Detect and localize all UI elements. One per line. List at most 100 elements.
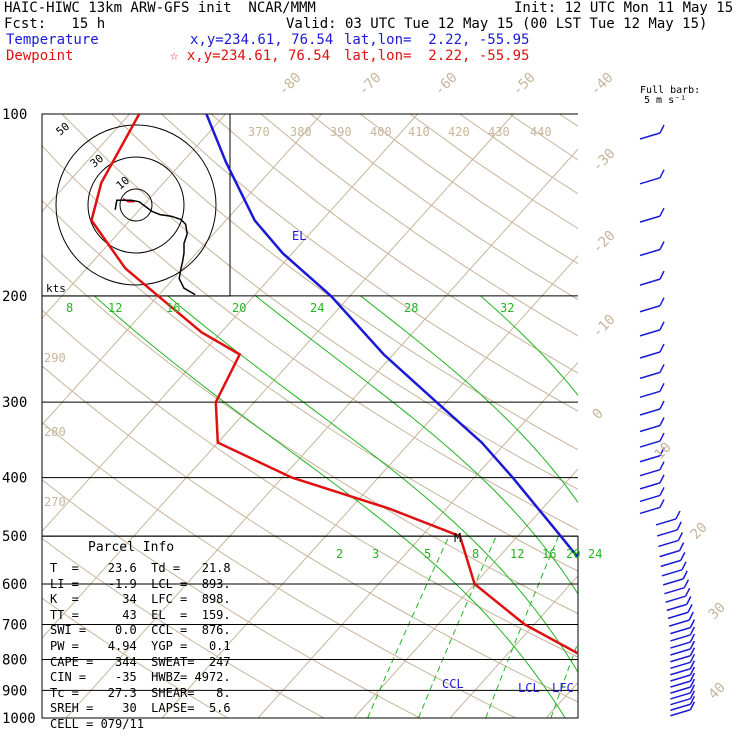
mixing-ratio-label: 8 [472,547,479,561]
hodograph-frame [41,113,231,297]
wind-barb [659,447,665,457]
level-annotation: M [454,531,461,545]
wind-barb [670,634,691,642]
wind-barb [660,559,682,568]
dry-adiabat-line [260,114,578,337]
dewpoint-legend-label: Dewpoint [6,48,74,64]
wind-barb [662,578,684,586]
parcel-info-row: T = 23.6 Td = 21.8 [50,561,231,575]
isotherm-tick-label: -40 [588,70,617,99]
parcel-info-row: SREH = 30 LAPSE= 5.6 [50,701,231,716]
hodograph-ring-label: 30 [88,152,107,170]
wind-barb [670,648,691,656]
wind-barb [659,364,665,373]
dry-adiabat-line [42,479,421,718]
isotherm-tick-label: -70 [356,70,385,99]
mixing-ratio-line [610,536,673,718]
dry-adiabat-line [609,114,740,718]
wind-barb [659,270,665,280]
wind-barb [659,207,665,217]
wind-barb [659,461,665,471]
moist-adiabat-label: 12 [108,301,122,315]
valid-time: Valid: 03 UTC Tue 12 May 15 (00 LST Tue … [286,16,708,32]
wind-barb [678,542,685,551]
mixing-ratio-label: 16 [542,547,556,561]
isotherm-tick-label: -60 [432,70,461,99]
forecast-hour: Fcst: 15 h [4,16,106,32]
mixing-ratio-label: 12 [510,547,524,561]
wind-barb [639,132,661,140]
wind-barb [668,619,690,627]
wind-barb [639,305,661,313]
dewpoint-xy: ☆ x,y=234.61, 76.54 [170,48,331,64]
wind-barb [659,343,665,353]
wind-barb [670,680,691,688]
mixing-ratio-label: 24 [588,547,602,561]
wind-barb [639,177,661,185]
moist-adiabat-label: 8 [66,301,73,315]
wind-barb [670,668,691,676]
moist-adiabat-label: 32 [500,301,514,315]
wind-barb [659,321,665,331]
wind-barb [639,371,661,380]
mixing-ratio-label: 3 [372,547,379,561]
pressure-tick-label: 400 [2,471,27,487]
wind-barb [639,455,661,463]
mixing-ratio-line [653,536,713,718]
wind-barb [639,408,661,416]
hodograph-ring [55,124,217,286]
wind-barb [689,666,696,676]
isotherm-line [42,114,418,533]
isotherm-line [449,575,578,718]
model-title: HAIC-HIWC 13km ARW-GFS init NCAR/MMM [4,0,316,16]
mixing-ratio-label: 5 [424,547,431,561]
pressure-tick-label: 1000 [2,711,36,727]
dry-adiabat-line [161,114,578,412]
parcel-info-row: CELL = 079/11 [50,717,144,731]
wind-barb [670,686,691,694]
wind-barb [658,539,679,548]
wind-barb [639,215,661,223]
moist-adiabat-label: 24 [310,301,324,315]
wind-barb [689,640,696,650]
wind-barb [639,424,661,433]
parcel-info-row: K = 34 LFC = 898. [50,592,231,607]
wind-barb [689,633,696,643]
theta-tick-label: 410 [408,125,430,139]
wind-barb [688,611,694,621]
isotherm-tick-label: 40 [706,680,729,703]
hodograph-trace [114,199,196,296]
dry-adiabat-line [359,114,578,265]
isotherm-line [257,361,578,718]
wind-barb [639,468,661,477]
mixing-ratio-line [485,536,559,718]
wind-barb [667,611,689,620]
wind-barb [639,248,661,257]
moist-adiabat-label: 28 [404,301,418,315]
wind-barb [664,586,685,595]
barb-note-line1: Full barb: [640,85,701,96]
theta-tick-label: 440 [530,125,552,139]
wind-barb [670,692,691,700]
wind-barb [687,604,693,613]
wind-barb [659,400,665,410]
dry-adiabat-line [210,114,578,374]
isotherm-tick-label: 0 [590,406,607,423]
isotherm-line [42,114,322,426]
mixing-ratio-line [550,641,578,718]
dry-adiabat-line [61,114,578,490]
wind-barb [661,569,683,577]
parcel-info-row: CIN = -35 HWBZ= 4972. [50,670,231,685]
theta-tick-label: 390 [330,125,352,139]
dry-adiabat-line [42,421,517,718]
isotherm-tick-label: 20 [688,520,711,543]
wind-barb [689,653,696,663]
level-annotation: LFC [552,681,574,695]
wind-barb [689,626,696,636]
dry-adiabat-line [42,309,578,658]
isotherm-tick-label: -20 [590,228,619,257]
theta-tick-label: 270 [44,495,66,509]
pressure-tick-label: 300 [2,395,27,411]
pressure-tick-label: 800 [2,652,27,668]
